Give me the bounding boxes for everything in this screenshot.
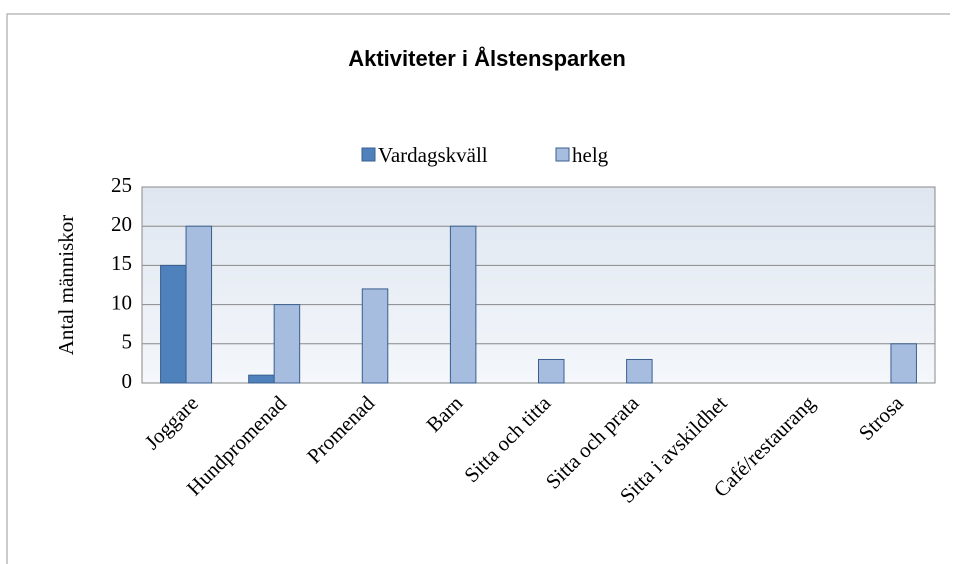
bar bbox=[890, 343, 917, 384]
y-tick-label: 10 bbox=[111, 290, 132, 314]
legend-swatch bbox=[555, 147, 570, 162]
y-tick-label: 0 bbox=[122, 369, 133, 393]
legend-label: helg bbox=[572, 143, 609, 167]
bar bbox=[185, 225, 213, 384]
bar bbox=[626, 358, 653, 384]
plot-area bbox=[141, 186, 936, 384]
x-tick-label: Joggare bbox=[140, 391, 203, 454]
x-tick-label: Barn bbox=[421, 391, 467, 437]
y-tick-label: 20 bbox=[111, 212, 132, 236]
y-axis-label: Antal människor bbox=[54, 215, 78, 356]
x-tick-label: Strosa bbox=[854, 390, 909, 445]
legend-swatch bbox=[361, 147, 376, 162]
bar bbox=[248, 374, 275, 384]
x-tick-label: Sitta och titta bbox=[459, 390, 556, 487]
x-tick-label: Promenad bbox=[302, 391, 380, 469]
bar bbox=[160, 264, 187, 384]
y-tick-label: 5 bbox=[122, 330, 133, 354]
chart-title: Aktiviteter i Ålstensparken bbox=[348, 45, 626, 71]
bar bbox=[273, 304, 301, 384]
y-tick-label: 15 bbox=[111, 251, 132, 275]
bar bbox=[449, 225, 477, 384]
bar bbox=[361, 288, 389, 384]
legend-label: Vardagskväll bbox=[378, 143, 488, 167]
y-tick-label: 25 bbox=[111, 173, 132, 197]
chart-frame bbox=[6, 13, 950, 564]
bar bbox=[538, 358, 565, 384]
